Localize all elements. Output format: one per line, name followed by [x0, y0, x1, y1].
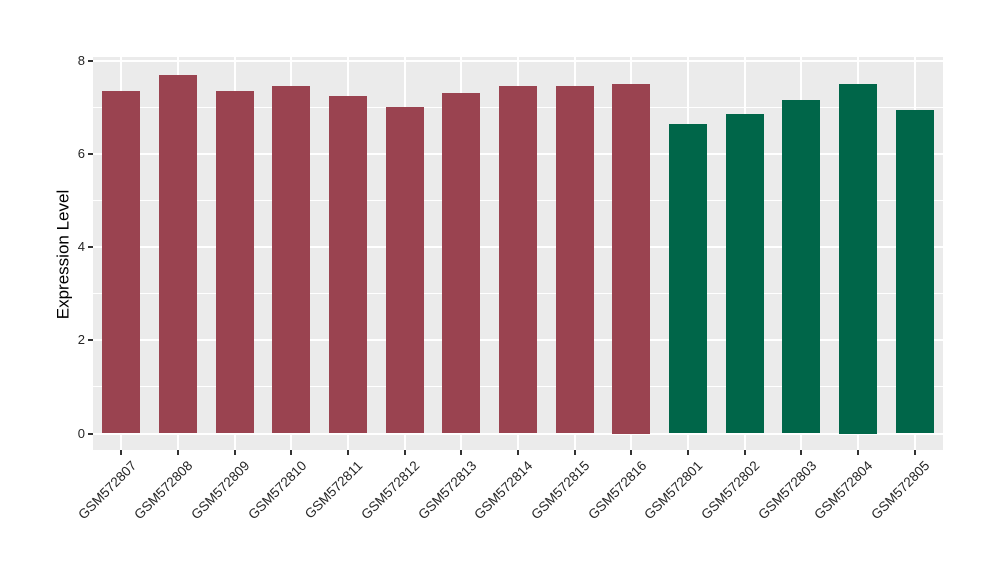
bar-GSM572815 [555, 86, 594, 434]
x-tick-mark-GSM572804 [857, 450, 859, 455]
bar-GSM572807 [102, 90, 141, 434]
y-tick-mark-6 [88, 152, 93, 155]
y-tick-label-8: 8 [77, 52, 85, 68]
bar-GSM572808 [159, 74, 197, 434]
x-tick-label-GSM572805: GSM572805 [868, 458, 933, 523]
bar-GSM572810 [272, 86, 311, 434]
x-tick-mark-GSM572807 [120, 450, 123, 455]
x-tick-mark-GSM572816 [630, 450, 633, 455]
x-tick-mark-GSM572808 [177, 450, 179, 455]
y-tick-label-2: 2 [77, 332, 85, 348]
x-tick-label-GSM572804: GSM572804 [811, 458, 876, 523]
x-tick-label-GSM572816: GSM572816 [584, 458, 649, 523]
x-tick-mark-GSM572802 [743, 450, 746, 455]
x-tick-mark-GSM572801 [687, 450, 689, 455]
x-tick-label-GSM572812: GSM572812 [358, 458, 423, 523]
x-tick-label-GSM572810: GSM572810 [244, 458, 309, 523]
x-tick-mark-GSM572815 [573, 450, 576, 455]
bar-GSM572803 [782, 100, 821, 434]
x-tick-label-GSM572811: GSM572811 [302, 458, 366, 522]
bar-GSM572811 [329, 95, 367, 434]
y-tick-mark-8 [88, 59, 93, 62]
y-tick-mark-0 [88, 432, 93, 435]
y-tick-label-0: 0 [77, 425, 85, 441]
bar-GSM572804 [839, 84, 877, 434]
x-tick-mark-GSM572809 [233, 450, 236, 455]
x-tick-mark-GSM572812 [403, 450, 406, 455]
x-tick-label-GSM572808: GSM572808 [131, 458, 196, 523]
x-tick-mark-GSM572805 [913, 450, 916, 455]
y-tick-label-4: 4 [77, 239, 85, 255]
x-tick-label-GSM572803: GSM572803 [754, 458, 819, 523]
bar-GSM572812 [385, 107, 424, 434]
x-tick-mark-GSM572803 [800, 450, 803, 455]
x-tick-mark-GSM572814 [517, 450, 519, 455]
x-tick-label-GSM572814: GSM572814 [471, 458, 536, 523]
bar-GSM572814 [499, 86, 537, 434]
bar-GSM572805 [895, 109, 934, 434]
y-tick-label-6: 6 [77, 145, 85, 161]
bar-GSM572809 [215, 90, 254, 434]
y-tick-mark-2 [88, 339, 93, 342]
plot-panel [93, 57, 943, 450]
x-tick-label-GSM572801: GSM572801 [641, 458, 706, 523]
bar-GSM572802 [725, 114, 764, 434]
x-tick-label-GSM572813: GSM572813 [414, 458, 479, 523]
x-tick-mark-GSM572813 [460, 450, 463, 455]
x-tick-mark-GSM572811 [347, 450, 349, 455]
bar-GSM572801 [669, 123, 707, 434]
x-tick-label-GSM572809: GSM572809 [188, 458, 253, 523]
bar-GSM572813 [442, 93, 481, 434]
x-tick-label-GSM572815: GSM572815 [528, 458, 593, 523]
bar-GSM572816 [612, 84, 651, 434]
y-tick-mark-4 [88, 246, 93, 249]
x-tick-mark-GSM572810 [290, 450, 293, 455]
x-tick-label-GSM572807: GSM572807 [74, 458, 139, 523]
x-tick-label-GSM572802: GSM572802 [698, 458, 763, 523]
